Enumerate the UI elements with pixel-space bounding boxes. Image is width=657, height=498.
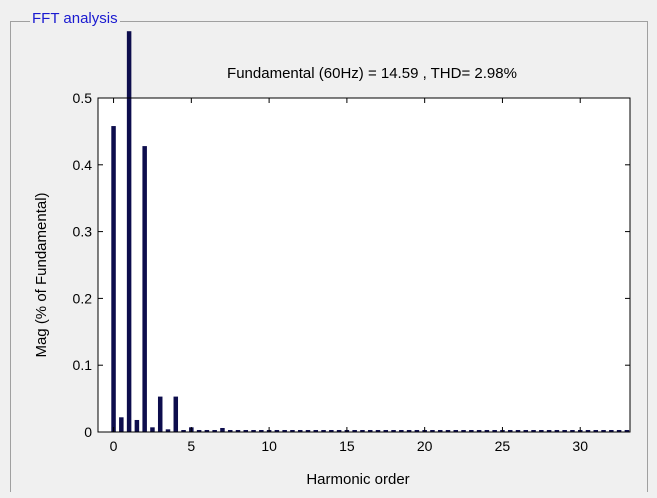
x-ticks: 0 5 10 15 20 25 30: [110, 98, 588, 454]
bar: [375, 429, 381, 432]
bar: [235, 429, 241, 432]
y-tick-label: 0.5: [73, 90, 93, 106]
bar: [204, 429, 210, 432]
plot-frame: [97, 97, 631, 433]
bar: [476, 429, 482, 432]
y-tick-label: 0.1: [73, 357, 93, 373]
y-axis-label: Mag (% of Fundamental): [33, 192, 50, 357]
bar: [142, 146, 147, 432]
fft-analysis-panel: [10, 21, 648, 492]
bar: [469, 429, 474, 432]
bar: [126, 31, 132, 432]
bar: [259, 429, 264, 432]
bar: [523, 429, 529, 432]
bar: [111, 126, 116, 432]
bar: [367, 429, 373, 432]
bar: [515, 429, 521, 432]
x-tick-label: 15: [339, 438, 355, 454]
y-tick-label: 0: [84, 424, 92, 440]
x-axis-label: Harmonic order: [306, 471, 409, 488]
bar: [313, 429, 319, 432]
bar: [585, 429, 591, 432]
bar: [437, 429, 443, 432]
bar: [507, 429, 513, 432]
bar: [321, 429, 326, 432]
bar: [336, 429, 342, 432]
bar: [616, 429, 622, 432]
bar: [593, 429, 599, 432]
bar: [150, 427, 155, 432]
x-tick-label: 5: [187, 438, 195, 454]
x-tick-label: 30: [572, 438, 588, 454]
bar: [562, 429, 567, 432]
x-tick-label: 0: [110, 438, 118, 454]
bar: [609, 429, 614, 432]
x-tick-label: 25: [495, 438, 511, 454]
y-ticks: 0 0.1 0.2 0.3 0.4 0.5: [73, 90, 630, 440]
bar: [352, 429, 357, 432]
bar: [157, 396, 163, 432]
bar: [212, 429, 217, 432]
bar: [181, 429, 186, 432]
y-tick-label: 0.4: [73, 157, 93, 173]
bar: [414, 429, 420, 432]
bar: [329, 429, 334, 432]
bar: [119, 417, 124, 432]
y-tick-label: 0.3: [73, 224, 93, 240]
y-tick-label: 0.2: [73, 290, 93, 306]
bar: [251, 429, 256, 432]
bar: [220, 427, 225, 432]
plot-area: [98, 98, 630, 432]
bar: [461, 429, 466, 432]
bar: [290, 429, 295, 432]
bar: [539, 429, 544, 432]
bar: [484, 429, 490, 432]
bar: [554, 429, 560, 432]
bar: [492, 429, 497, 432]
bar: [282, 429, 287, 432]
bar: [360, 429, 365, 432]
x-tick-label: 20: [417, 438, 433, 454]
panel-title: FFT analysis: [30, 10, 120, 28]
bar: [570, 429, 575, 432]
bar: [430, 429, 435, 432]
bar: [624, 429, 630, 432]
bar: [297, 429, 303, 432]
bar: [601, 429, 606, 432]
bar: [165, 429, 171, 432]
bar: [453, 429, 459, 432]
bar: [173, 396, 179, 432]
bar: [391, 429, 396, 432]
chart-title: Fundamental (60Hz) = 14.59 , THD= 2.98%: [227, 65, 517, 82]
bar: [305, 429, 311, 432]
bar: [196, 429, 202, 432]
bar: [406, 429, 412, 432]
bar: [445, 429, 451, 432]
bar: [134, 419, 140, 432]
bar: [531, 429, 536, 432]
bar: [399, 429, 404, 432]
bar: [243, 429, 249, 432]
bar: [546, 429, 552, 432]
bar: [227, 429, 233, 432]
bar: [274, 429, 280, 432]
x-tick-label: 10: [261, 438, 277, 454]
bar: [383, 429, 389, 432]
